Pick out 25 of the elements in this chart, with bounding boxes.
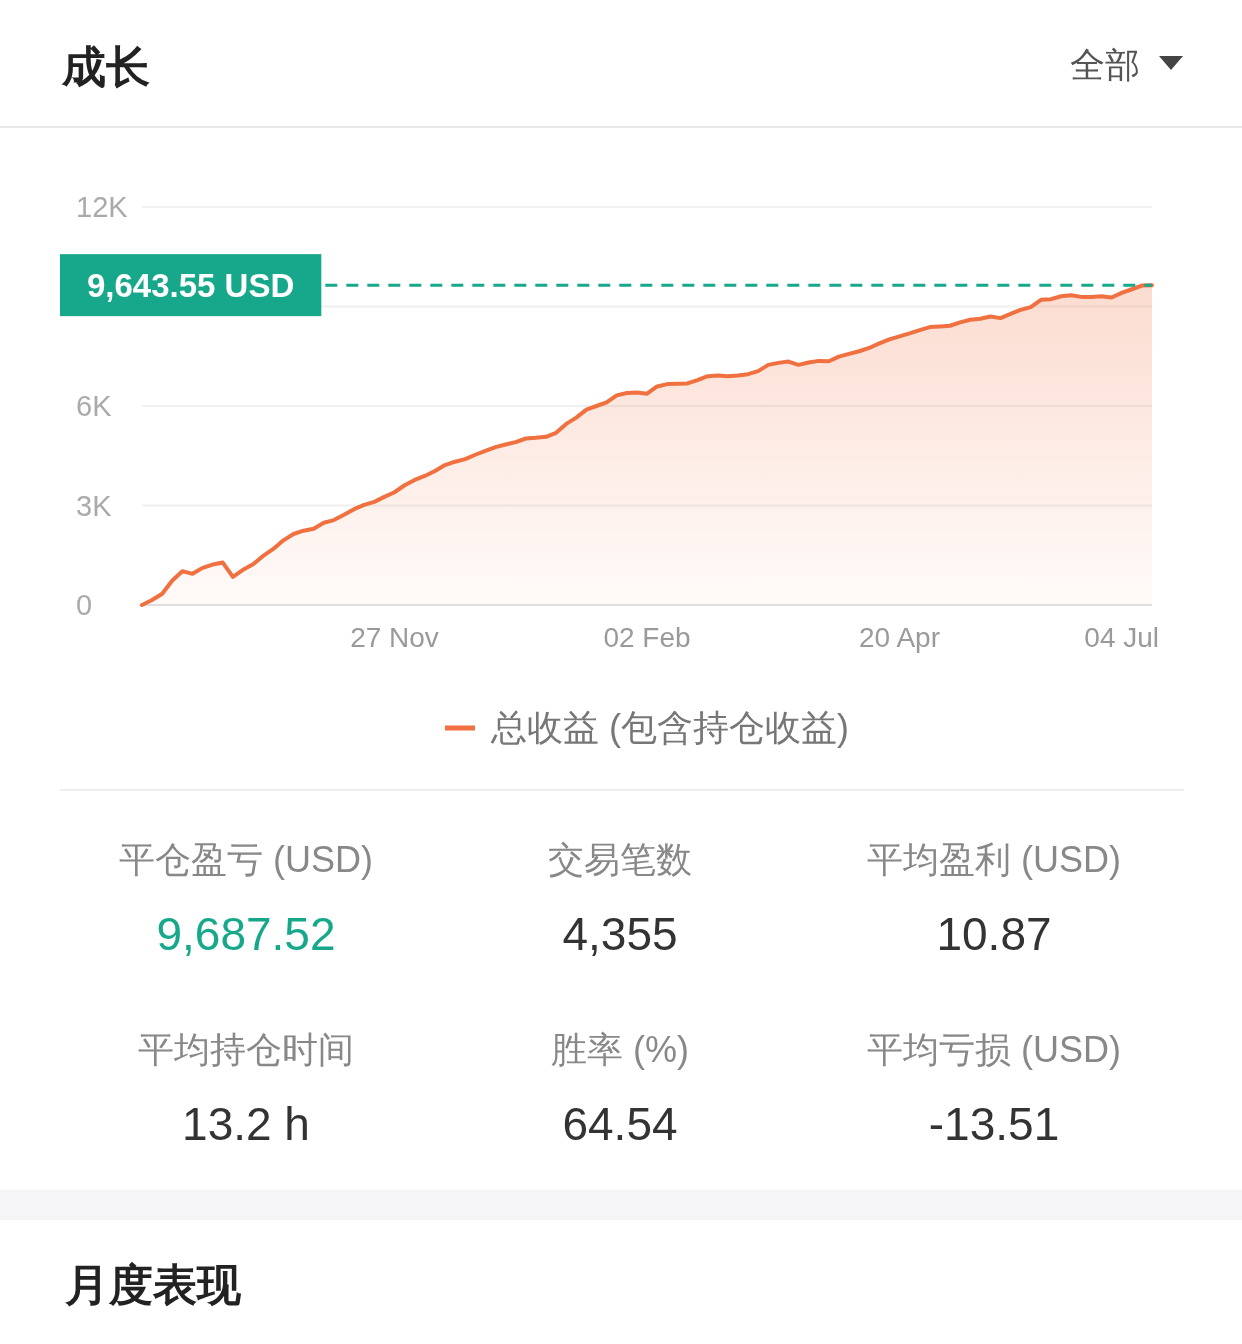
chart-title: 成长: [61, 42, 150, 91]
legend-label: 总收益 (包含持仓收益): [490, 707, 849, 748]
y-tick-label: 12K: [76, 191, 129, 223]
text: 64.54: [562, 1098, 678, 1150]
text: 交易笔数: [548, 839, 692, 880]
text: 月度表现: [64, 1260, 242, 1309]
text: 胜率 (%): [551, 1029, 689, 1070]
text: 10.87: [936, 908, 1052, 960]
text: -13.51: [928, 1098, 1060, 1150]
text: 9,687.52: [156, 908, 336, 960]
text: 全部: [1070, 45, 1140, 84]
text: 平仓盈亏 (USD): [119, 839, 373, 880]
x-tick-label: 04 Jul: [1084, 622, 1160, 653]
y-tick-label: 6K: [76, 390, 113, 422]
text: 平均亏损 (USD): [867, 1029, 1121, 1070]
y-tick-label: 3K: [76, 489, 113, 522]
x-tick-label: 27 Nov: [350, 622, 439, 653]
text: 平均持仓时间: [138, 1029, 354, 1070]
text: 13.2 h: [182, 1098, 310, 1150]
text: 4,355: [562, 908, 678, 960]
x-tick-label: 20 Apr: [859, 622, 940, 653]
x-tick-label: 02 Feb: [603, 622, 691, 653]
ref-line-label: 9,643.55 USD: [87, 267, 295, 305]
y-tick-label: 0: [76, 589, 93, 621]
text: 平均盈利 (USD): [867, 839, 1121, 880]
